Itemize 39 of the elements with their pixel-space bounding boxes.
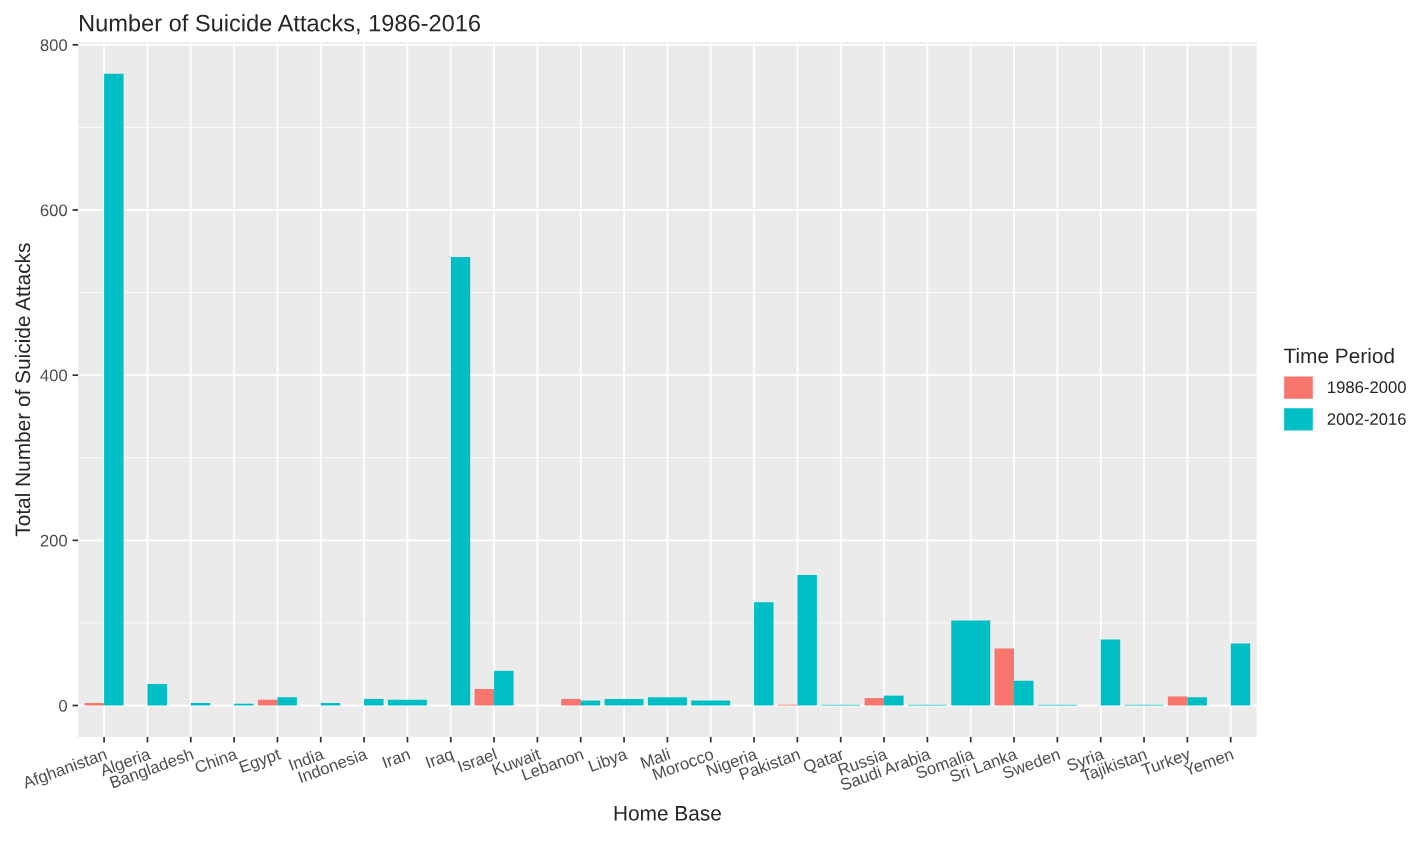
bar <box>754 602 774 706</box>
y-tick-label: 200 <box>40 534 68 547</box>
bar <box>561 698 581 706</box>
y-tick-label: 400 <box>40 369 68 382</box>
bar <box>320 703 341 706</box>
bar <box>1100 639 1121 706</box>
bar <box>494 670 514 706</box>
legend-label: 2002-2016 <box>1327 413 1406 425</box>
bar <box>277 697 297 706</box>
bar <box>884 695 904 706</box>
bar <box>474 688 495 706</box>
bar <box>994 648 1015 706</box>
bar <box>147 684 167 706</box>
bar <box>1187 697 1207 706</box>
bar <box>1014 680 1034 706</box>
bar <box>864 698 885 706</box>
y-tick-label: 800 <box>40 39 68 52</box>
bar <box>190 703 211 706</box>
x-tick-label: Libya <box>587 747 630 776</box>
y-axis-title: Total Number of Suicide Attacks <box>14 243 31 537</box>
x-axis-title: Home Base <box>614 806 721 821</box>
bar <box>580 700 601 706</box>
y-tick-label: 600 <box>40 204 68 217</box>
bar <box>1167 696 1188 706</box>
legend-label: 1986-2000 <box>1328 381 1406 394</box>
x-tick-label: Iraq <box>425 748 456 772</box>
bar <box>1230 643 1251 706</box>
bar <box>104 73 124 706</box>
x-tick-label: China <box>193 747 239 774</box>
bar <box>84 703 105 706</box>
legend-title: Time Period <box>1283 347 1394 364</box>
x-tick-label: Iran <box>382 748 411 769</box>
y-tick-label: 0 <box>59 699 68 712</box>
bar <box>450 257 471 706</box>
bar <box>364 698 384 706</box>
bar <box>797 575 817 706</box>
bar <box>257 699 278 706</box>
chart-title: Number of Suicide Attacks, 1986-2016 <box>80 14 480 35</box>
x-tick-label: Egypt <box>238 747 283 777</box>
